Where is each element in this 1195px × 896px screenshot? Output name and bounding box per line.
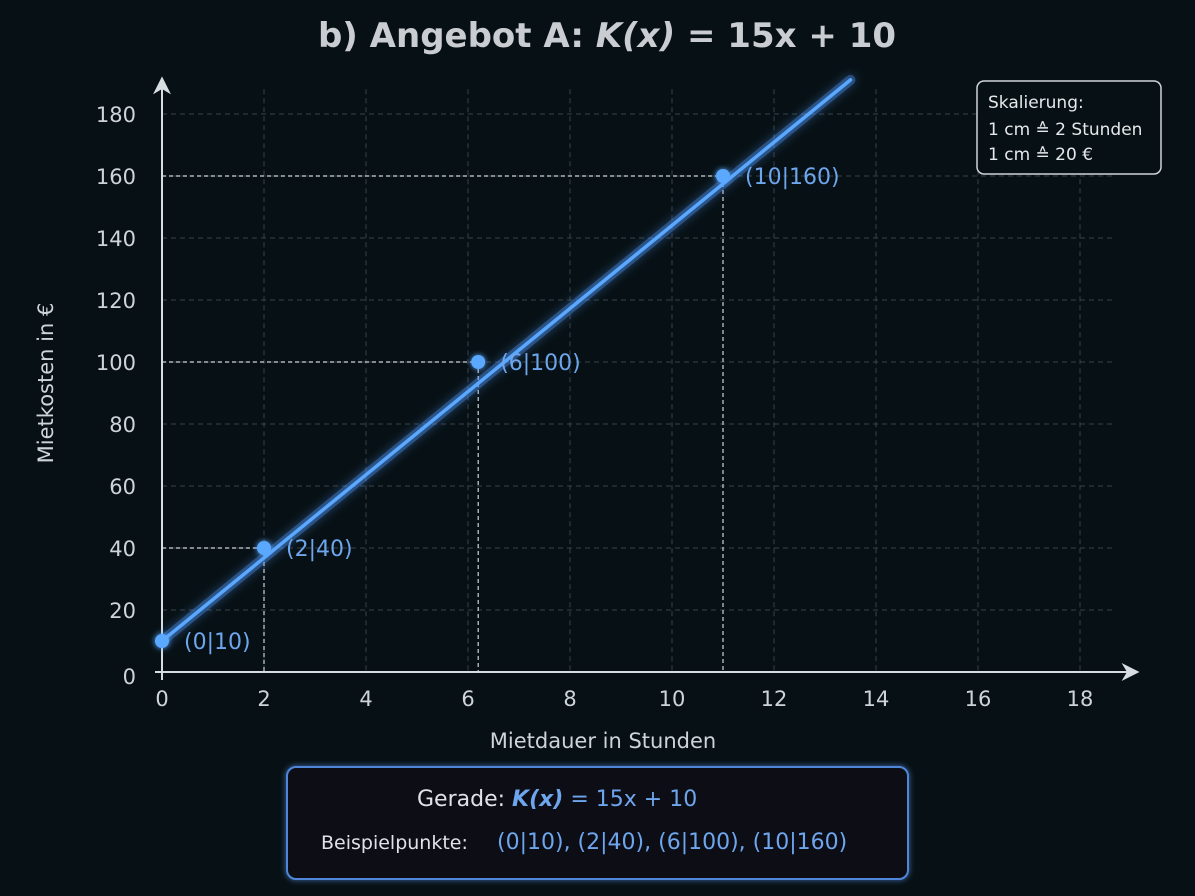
data-point-label: (10|160)	[745, 165, 840, 190]
scale-box: Skalierung: 1 cm ≙ 2 Stunden 1 cm ≙ 20 €	[976, 80, 1162, 175]
scale-heading: Skalierung:	[988, 93, 1084, 113]
x-tick-label: 16	[965, 687, 992, 711]
y-tick-label: 20	[109, 599, 136, 623]
data-point	[257, 541, 271, 555]
x-tick-label: 12	[761, 687, 788, 711]
chart-title: b) Angebot A: K(x) = 15x + 10	[318, 16, 896, 56]
data-point-label: (6|100)	[500, 351, 581, 376]
y-axis-label: Mietkosten in €	[34, 303, 58, 464]
x-tick-label: 14	[863, 687, 890, 711]
data-point-label: (2|40)	[286, 537, 353, 562]
legend-points-label: Beispielpunkte:	[321, 832, 468, 854]
x-tick-label: 2	[257, 687, 270, 711]
legend: Gerade: K(x) = 15x + 10 Beispielpunkte: …	[286, 766, 909, 880]
data-point	[716, 169, 730, 183]
y-tick-label: 40	[109, 537, 136, 561]
x-tick-label: 10	[659, 687, 686, 711]
scale-line-hours: 1 cm ≙ 2 Stunden	[988, 120, 1142, 140]
x-tick-label: 18	[1067, 687, 1094, 711]
grid	[162, 89, 1116, 672]
data-point-label: (0|10)	[184, 630, 251, 655]
y-tick-label: 100	[96, 351, 136, 375]
y-tick-label: 120	[96, 289, 136, 313]
x-tick-label: 4	[359, 687, 372, 711]
legend-points-value: (0|10), (2|40), (6|100), (10|160)	[497, 830, 847, 855]
data-point	[155, 634, 169, 648]
series	[157, 74, 856, 646]
y-tick-label: 0	[123, 665, 136, 689]
data-point	[471, 355, 486, 369]
x-axis-label: Mietdauer in Stunden	[490, 729, 716, 753]
legend-line-entry: Gerade: K(x) = 15x + 10	[417, 787, 697, 812]
y-tick-label: 80	[109, 413, 136, 437]
series-line	[160, 78, 853, 643]
y-tick-label: 180	[96, 103, 136, 127]
data-points: (0|10) (2|40) (6|100) (10|160)	[155, 165, 840, 655]
y-tick-label: 140	[96, 227, 136, 251]
y-tick-label: 60	[109, 475, 136, 499]
scale-line-euro: 1 cm ≙ 20 €	[988, 145, 1093, 165]
x-tick-label: 6	[461, 687, 474, 711]
axes	[153, 76, 1140, 681]
y-tick-label: 160	[96, 165, 136, 189]
x-tick-label: 8	[563, 687, 576, 711]
guide-lines	[162, 175, 724, 672]
x-tick-label: 0	[155, 687, 168, 711]
